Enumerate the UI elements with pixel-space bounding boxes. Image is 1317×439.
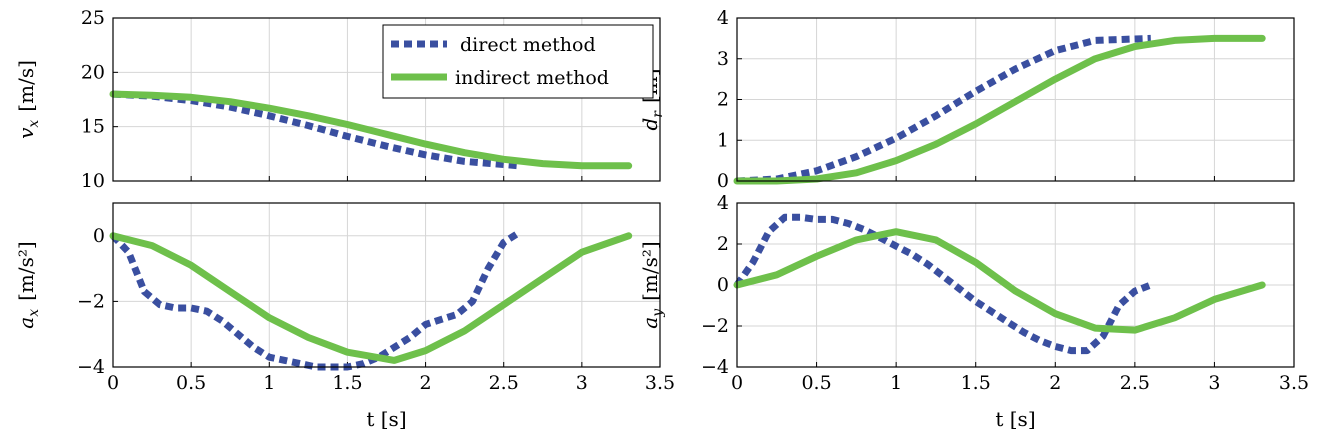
x-tick-label: 0 [731, 372, 743, 394]
y-axis-label: ax [m/s²] [14, 241, 42, 328]
x-tick-label: 1.5 [961, 372, 991, 394]
y-tick-label: −2 [701, 315, 729, 337]
plot-frame [112, 17, 661, 182]
y-axis-subscript: y [650, 308, 666, 318]
x-axis-label: t [s] [366, 407, 406, 431]
series-line-indirect [109, 232, 633, 364]
series-line-direct [112, 90, 520, 170]
x-tick-label: 1 [890, 372, 902, 394]
x-tick-label: 0.5 [801, 372, 831, 394]
y-tick-label: 25 [81, 7, 105, 29]
y-axis-subscript: x [26, 309, 42, 317]
series-line-direct [734, 213, 1153, 355]
panel-vx: 10 15 20 25 vx [m/s] [14, 7, 661, 192]
y-tick-label: 20 [81, 61, 105, 83]
plot-frame [736, 202, 1295, 368]
y-tick-label: −2 [77, 290, 105, 312]
y-tick-label: 10 [81, 170, 105, 192]
y-tick-label: −4 [701, 356, 729, 378]
x-tick-label: 1.5 [332, 372, 362, 394]
y-tick-label: 1 [717, 129, 729, 151]
y-tick-label: 2 [717, 89, 729, 111]
y-axis-unit: [m/s²] [14, 241, 38, 301]
y-axis-unit: [m/s] [14, 60, 38, 112]
y-axis-symbol: v [14, 127, 38, 139]
legend: direct method indirect method [382, 24, 654, 99]
y-tick-label: 4 [717, 192, 729, 214]
x-tick-label: 2.5 [1120, 372, 1150, 394]
series-line-indirect [733, 34, 1266, 185]
y-axis-symbol: a [638, 317, 662, 329]
x-tick-label: 3.5 [645, 372, 675, 394]
y-axis-subscript: x [26, 120, 42, 128]
y-tick-label: 4 [717, 7, 729, 29]
legend-box [382, 24, 654, 99]
y-tick-label: 2 [717, 233, 729, 255]
x-tick-label: 2 [420, 372, 432, 394]
y-axis-subscript: r [650, 110, 666, 118]
y-axis-label: vx [m/s] [14, 60, 42, 139]
x-tick-label: 2 [1049, 372, 1061, 394]
series-line-indirect [109, 90, 633, 170]
y-axis-symbol: a [14, 317, 38, 329]
x-tick-label: 3 [576, 372, 588, 394]
x-axis-label: t [s] [995, 407, 1035, 431]
x-tick-label: 1 [263, 372, 275, 394]
series-line-direct [110, 229, 522, 371]
x-tick-label: 3.5 [1279, 372, 1309, 394]
x-tick-label: 2.5 [489, 372, 519, 394]
y-tick-label: 0 [717, 170, 729, 192]
x-tick-label: 0.5 [176, 372, 206, 394]
y-tick-label: 0 [93, 225, 105, 247]
y-tick-label: 15 [81, 116, 105, 138]
series-line-indirect [733, 228, 1266, 334]
y-tick-label: 0 [717, 274, 729, 296]
y-tick-label: 3 [717, 48, 729, 70]
x-tick-label: 0 [107, 372, 119, 394]
y-axis-label: ay [m/s²] [638, 241, 666, 328]
legend-label-direct: direct method [460, 34, 596, 56]
plot-frame [112, 202, 661, 368]
y-axis-symbol: d [638, 118, 662, 131]
series-line-direct [736, 34, 1151, 185]
x-tick-label: 3 [1208, 372, 1220, 394]
panel-ay: 0 0.5 1 1.5 2 2.5 3 3.5 −4 −2 0 2 4 ay [m/s²] t [s] [638, 192, 1309, 431]
y-tick-label: −4 [77, 356, 105, 378]
legend-label-indirect: indirect method [455, 67, 609, 89]
y-axis-unit: [m/s²] [638, 241, 662, 301]
plot-frame [736, 17, 1295, 182]
